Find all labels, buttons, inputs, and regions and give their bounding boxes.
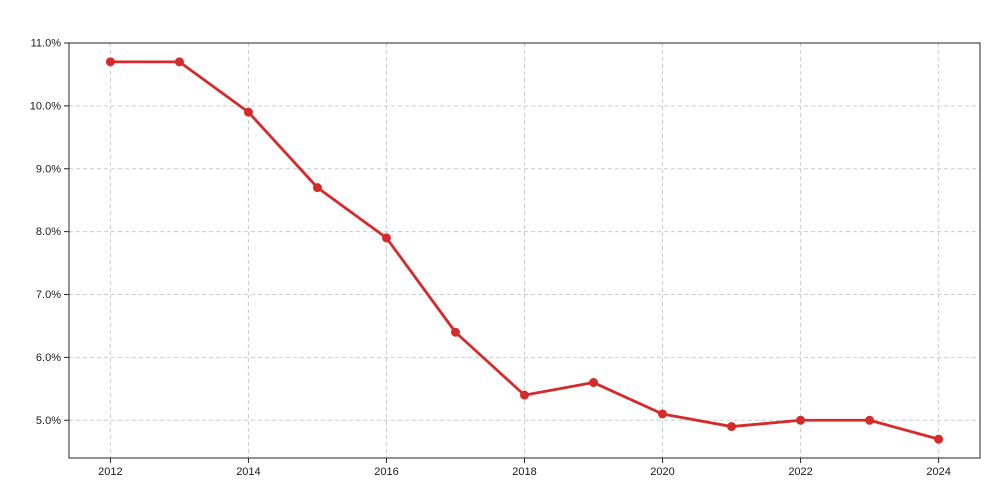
y-tick-label: 10.0% bbox=[30, 100, 61, 112]
y-tick-label: 9.0% bbox=[36, 163, 61, 175]
data-point bbox=[174, 57, 184, 67]
data-point bbox=[381, 233, 391, 243]
x-tick-label: 2022 bbox=[788, 466, 812, 478]
y-tick-label: 8.0% bbox=[36, 226, 61, 238]
data-point bbox=[450, 327, 460, 337]
x-tick-label: 2018 bbox=[512, 466, 536, 478]
x-tick-label: 2024 bbox=[926, 466, 950, 478]
y-tick-label: 6.0% bbox=[36, 352, 61, 364]
x-tick-label: 2016 bbox=[374, 466, 398, 478]
y-tick-label: 7.0% bbox=[36, 289, 61, 301]
x-tick-label: 2014 bbox=[236, 466, 260, 478]
x-tick-label: 2020 bbox=[650, 466, 674, 478]
data-point bbox=[520, 390, 529, 400]
data-point bbox=[105, 57, 115, 67]
data-point bbox=[865, 415, 875, 425]
data-point bbox=[727, 422, 737, 432]
data-point bbox=[312, 183, 322, 193]
x-tick-label: 2012 bbox=[98, 466, 122, 478]
data-point bbox=[934, 434, 944, 444]
data-point bbox=[589, 378, 599, 388]
data-point bbox=[658, 409, 668, 419]
y-tick-label: 11.0% bbox=[31, 38, 62, 50]
y-tick-label: 5.0% bbox=[36, 415, 61, 427]
data-point bbox=[243, 107, 253, 117]
data-point bbox=[796, 415, 806, 425]
